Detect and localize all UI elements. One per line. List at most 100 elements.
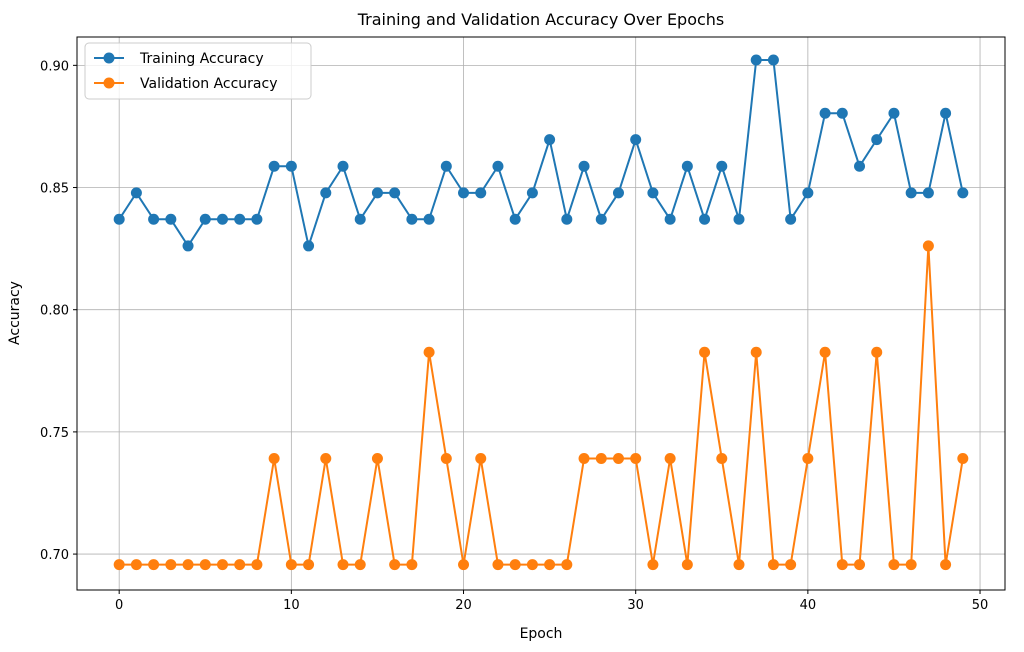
training-accuracy-point — [854, 160, 866, 172]
training-accuracy-point — [475, 187, 487, 199]
training-accuracy-point — [836, 107, 848, 119]
training-accuracy-point — [406, 213, 418, 225]
training-accuracy-point — [285, 160, 297, 172]
validation-accuracy-point — [285, 559, 297, 571]
validation-accuracy-point — [216, 559, 228, 571]
training-accuracy-point — [148, 213, 160, 225]
training-accuracy-point — [371, 187, 383, 199]
training-accuracy-point — [389, 187, 401, 199]
validation-accuracy-point — [595, 453, 607, 465]
training-accuracy-point — [871, 134, 883, 146]
training-accuracy-point — [509, 213, 521, 225]
validation-accuracy-point — [492, 559, 504, 571]
ticks: 0 10 20 30 40 50 0.70 0.75 0.80 0.85 0.90 — [40, 59, 988, 613]
grid — [77, 37, 1005, 590]
training-accuracy-point — [595, 213, 607, 225]
validation-accuracy-point — [320, 453, 332, 465]
training-accuracy-point — [440, 160, 452, 172]
validation-accuracy-point — [423, 346, 435, 358]
validation-accuracy-point — [630, 453, 642, 465]
validation-accuracy-point — [905, 559, 917, 571]
training-accuracy-point — [337, 160, 349, 172]
x-tick-label: 20 — [455, 598, 472, 613]
validation-accuracy-point — [836, 559, 848, 571]
validation-accuracy-line — [119, 245, 964, 566]
validation-accuracy-point — [113, 559, 125, 571]
validation-accuracy-point — [406, 559, 418, 571]
validation-accuracy-point — [475, 453, 487, 465]
validation-accuracy-point — [957, 453, 969, 465]
training-accuracy-point — [664, 213, 676, 225]
training-accuracy-point — [320, 187, 332, 199]
training-accuracy-point — [940, 107, 952, 119]
training-accuracy-point — [561, 213, 573, 225]
training-accuracy-point — [492, 160, 504, 172]
chart-title: Training and Validation Accuracy Over Ep… — [357, 10, 725, 29]
x-tick-label: 10 — [283, 598, 300, 613]
training-accuracy-point — [182, 240, 194, 252]
validation-accuracy-point — [733, 559, 745, 571]
training-accuracy-point — [630, 134, 642, 146]
validation-accuracy-point — [234, 559, 246, 571]
training-accuracy-point — [165, 213, 177, 225]
validation-accuracy-point — [561, 559, 573, 571]
y-tick-label: 0.75 — [40, 426, 69, 441]
plot-frame — [76, 36, 1006, 591]
validation-accuracy-point — [268, 453, 280, 465]
x-tick-label: 30 — [627, 598, 644, 613]
training-accuracy-point — [681, 160, 693, 172]
validation-accuracy-point — [716, 453, 728, 465]
training-accuracy-point — [130, 187, 142, 199]
x-tick-label: 50 — [972, 598, 989, 613]
y-tick-label: 0.70 — [40, 548, 69, 563]
validation-accuracy-point — [854, 559, 866, 571]
validation-accuracy-point — [526, 559, 538, 571]
training-accuracy-line — [118, 58, 964, 250]
validation-accuracy-point — [371, 453, 383, 465]
training-accuracy-point — [733, 213, 745, 225]
validation-accuracy-point — [458, 559, 470, 571]
validation-accuracy-point — [337, 559, 349, 571]
validation-accuracy-point — [750, 346, 762, 358]
x-tick-label: 0 — [115, 598, 123, 613]
training-accuracy-point — [216, 213, 228, 225]
training-accuracy-point — [612, 187, 624, 199]
validation-accuracy-point — [767, 559, 779, 571]
validation-accuracy-point — [819, 346, 831, 358]
y-tick-label: 0.80 — [40, 304, 69, 319]
validation-accuracy-point — [681, 559, 693, 571]
training-accuracy-point — [268, 160, 280, 172]
x-axis-label: Epoch — [520, 626, 563, 642]
series — [113, 54, 969, 571]
legend-box — [84, 42, 312, 100]
training-accuracy-point — [578, 160, 590, 172]
training-accuracy-point — [750, 54, 762, 66]
legend-label-validation: Validation Accuracy — [140, 76, 278, 92]
training-accuracy-point — [354, 213, 366, 225]
validation-accuracy-point — [354, 559, 366, 571]
training-accuracy-point — [716, 160, 728, 172]
validation-accuracy-point — [785, 559, 797, 571]
validation-accuracy-point — [130, 559, 142, 571]
legend-marker-validation — [103, 77, 115, 89]
validation-accuracy-point — [182, 559, 194, 571]
validation-accuracy-point — [303, 559, 315, 571]
legend: Training Accuracy Validation Accuracy — [84, 42, 312, 100]
validation-accuracy-point — [148, 559, 160, 571]
validation-accuracy-point — [871, 346, 883, 358]
training-accuracy-point — [423, 213, 435, 225]
training-accuracy-point — [113, 213, 125, 225]
y-axis-label: Accuracy — [7, 281, 23, 345]
validation-accuracy-point — [647, 559, 659, 571]
training-accuracy-point — [199, 213, 211, 225]
x-tick-label: 40 — [800, 598, 817, 613]
validation-accuracy-point — [440, 453, 452, 465]
validation-accuracy-point — [578, 453, 590, 465]
training-accuracy-point — [785, 213, 797, 225]
y-tick-label: 0.90 — [40, 59, 69, 74]
training-accuracy-point — [802, 187, 814, 199]
validation-accuracy-point — [699, 346, 711, 358]
validation-accuracy-point — [251, 559, 263, 571]
training-accuracy-point — [888, 107, 900, 119]
training-accuracy-point — [647, 187, 659, 199]
